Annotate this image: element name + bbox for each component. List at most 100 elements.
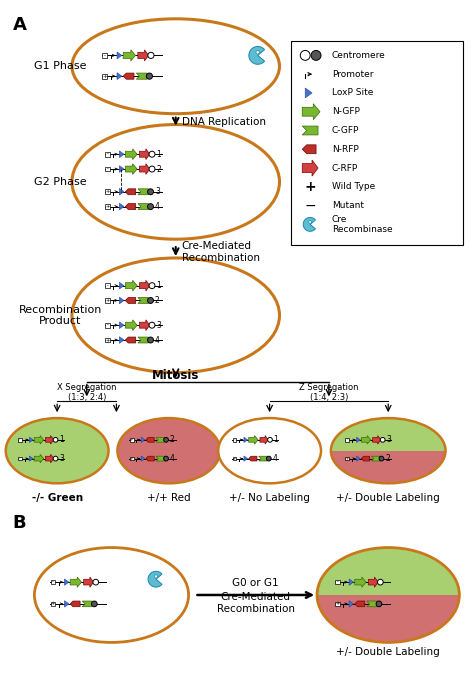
- Circle shape: [300, 50, 310, 60]
- Polygon shape: [367, 601, 377, 607]
- Polygon shape: [356, 437, 360, 443]
- Text: -: -: [107, 151, 109, 157]
- Polygon shape: [125, 280, 137, 291]
- Bar: [130, 438, 134, 442]
- Text: Wild Type: Wild Type: [332, 182, 375, 192]
- Text: +/- Double Labeling: +/- Double Labeling: [337, 493, 440, 503]
- Text: 2: 2: [155, 296, 160, 305]
- Wedge shape: [303, 218, 315, 231]
- Polygon shape: [138, 50, 149, 61]
- Circle shape: [147, 297, 154, 303]
- Polygon shape: [302, 126, 318, 135]
- Polygon shape: [146, 456, 154, 461]
- Circle shape: [164, 456, 168, 461]
- Polygon shape: [259, 456, 267, 461]
- Text: 1: 1: [156, 281, 161, 290]
- Text: Mitosis: Mitosis: [152, 369, 200, 382]
- Bar: [102, 53, 107, 58]
- Text: Mutant: Mutant: [332, 201, 364, 210]
- Circle shape: [311, 50, 321, 60]
- Text: -: -: [346, 438, 348, 442]
- Text: +: +: [304, 180, 316, 194]
- Circle shape: [268, 437, 273, 442]
- Text: +: +: [130, 457, 133, 460]
- Text: 2: 2: [170, 435, 174, 445]
- Polygon shape: [82, 601, 92, 607]
- Bar: [105, 298, 110, 303]
- Text: Cre-Mediated
Recombination: Cre-Mediated Recombination: [182, 241, 260, 263]
- Bar: [345, 438, 349, 442]
- Polygon shape: [70, 577, 82, 587]
- Bar: [233, 457, 237, 460]
- Polygon shape: [125, 149, 137, 160]
- Polygon shape: [125, 189, 136, 195]
- Ellipse shape: [331, 418, 446, 484]
- Circle shape: [147, 204, 154, 209]
- Polygon shape: [302, 104, 320, 120]
- Polygon shape: [119, 151, 124, 158]
- Ellipse shape: [317, 548, 459, 642]
- Text: 3: 3: [386, 435, 391, 445]
- Polygon shape: [372, 456, 380, 461]
- Polygon shape: [119, 322, 124, 329]
- Text: -: -: [107, 283, 109, 288]
- Bar: [105, 323, 110, 327]
- Ellipse shape: [72, 258, 280, 372]
- Text: 3: 3: [59, 454, 64, 463]
- Bar: [105, 190, 110, 194]
- Text: +: +: [130, 438, 133, 442]
- Circle shape: [146, 73, 153, 79]
- Circle shape: [148, 53, 154, 59]
- Bar: [18, 438, 22, 442]
- Circle shape: [266, 456, 271, 461]
- Bar: [105, 166, 110, 171]
- Text: G1 Phase: G1 Phase: [34, 61, 86, 71]
- Circle shape: [147, 189, 154, 195]
- Circle shape: [309, 220, 311, 223]
- Bar: [51, 580, 55, 584]
- Polygon shape: [138, 337, 148, 343]
- Text: Recombination
Product: Recombination Product: [18, 304, 102, 326]
- Ellipse shape: [6, 418, 109, 484]
- Text: +: +: [102, 74, 107, 78]
- Circle shape: [53, 456, 58, 461]
- Circle shape: [53, 437, 58, 442]
- Polygon shape: [117, 73, 122, 80]
- Circle shape: [379, 456, 384, 461]
- Polygon shape: [29, 437, 33, 443]
- Bar: [102, 74, 107, 78]
- Polygon shape: [64, 579, 69, 585]
- Bar: [345, 457, 349, 460]
- Polygon shape: [249, 436, 258, 444]
- Polygon shape: [361, 436, 371, 444]
- Polygon shape: [368, 577, 378, 587]
- Polygon shape: [123, 50, 136, 61]
- Ellipse shape: [218, 418, 321, 484]
- Polygon shape: [119, 203, 124, 210]
- Text: -/- Green: -/- Green: [32, 493, 82, 503]
- Bar: [336, 602, 340, 606]
- Text: Cre
Recombinase: Cre Recombinase: [332, 215, 392, 234]
- Text: 1: 1: [59, 435, 64, 445]
- Polygon shape: [46, 454, 54, 463]
- Text: +/- No Labeling: +/- No Labeling: [229, 493, 310, 503]
- Polygon shape: [141, 456, 145, 461]
- Circle shape: [149, 283, 155, 288]
- Text: Centromere: Centromere: [332, 51, 386, 60]
- Wedge shape: [148, 572, 162, 587]
- Text: 4: 4: [155, 202, 160, 211]
- Circle shape: [155, 575, 157, 578]
- Text: X Segregation
(1:3, 2:4): X Segregation (1:3, 2:4): [57, 383, 117, 402]
- Text: Promoter: Promoter: [332, 70, 374, 78]
- Bar: [130, 457, 134, 460]
- Text: G0 or G1: G0 or G1: [232, 578, 279, 588]
- Bar: [105, 152, 110, 157]
- Polygon shape: [373, 436, 381, 444]
- Text: LoxP Site: LoxP Site: [332, 89, 373, 98]
- Text: 3: 3: [156, 321, 161, 329]
- Bar: [105, 338, 110, 342]
- Polygon shape: [125, 320, 137, 331]
- Polygon shape: [355, 577, 366, 587]
- Polygon shape: [349, 579, 354, 585]
- Bar: [105, 283, 110, 288]
